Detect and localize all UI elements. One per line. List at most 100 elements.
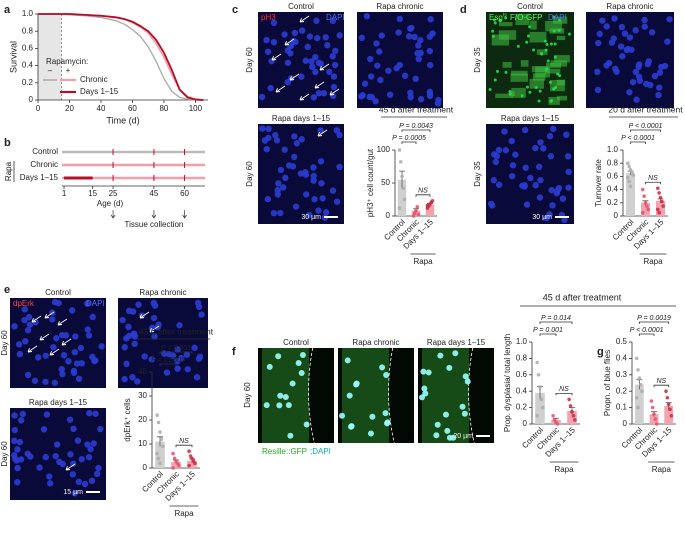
nucleus	[621, 30, 629, 37]
micrograph	[10, 298, 106, 388]
arrow	[275, 85, 286, 93]
nucleus	[84, 300, 91, 307]
row-label: Day 60	[0, 441, 9, 467]
y-tick-label: 0.1	[616, 403, 628, 412]
data-point	[425, 203, 430, 208]
nucleus	[131, 340, 138, 348]
nucleus	[285, 162, 293, 169]
nucleus	[318, 180, 325, 187]
image-title: Control	[45, 288, 71, 297]
channel-label: DAPI	[326, 13, 345, 22]
data-point	[567, 397, 571, 402]
nucleus	[359, 92, 366, 99]
nucleus	[69, 471, 77, 478]
nucleus	[595, 39, 602, 47]
nucleus	[651, 72, 659, 80]
bar	[656, 200, 665, 216]
micrograph	[486, 124, 574, 224]
y-tick-label: 1.0	[607, 145, 619, 154]
gfp-cell	[531, 66, 548, 73]
gfp-cell	[498, 22, 513, 27]
nucleus	[285, 402, 292, 409]
nucleus	[444, 427, 451, 434]
nucleus	[641, 23, 648, 30]
nucleus	[174, 358, 181, 365]
nucleus	[319, 195, 326, 202]
x-tick-label: 60	[128, 104, 137, 113]
data-point	[177, 463, 181, 468]
nucleus	[526, 34, 530, 38]
stat-bracket	[638, 333, 655, 336]
nucleus	[395, 29, 402, 36]
data-point	[158, 430, 162, 434]
stat-bracket	[159, 363, 177, 366]
nucleus	[656, 69, 664, 76]
nucleus	[632, 27, 639, 34]
nucleus	[87, 445, 94, 453]
nucleus	[412, 75, 419, 83]
channel-label: pH3	[261, 13, 276, 22]
nucleus	[298, 136, 305, 143]
nucleus	[501, 128, 508, 135]
data-point	[636, 405, 640, 410]
nucleus	[509, 162, 517, 169]
data-point	[657, 210, 661, 215]
nucleus	[558, 18, 562, 22]
gfp-cell	[510, 73, 528, 82]
stat-label: P = 0.001	[533, 327, 563, 334]
y-tick-label: 0.6	[22, 44, 34, 53]
gfp-cell	[544, 68, 561, 74]
nucleus	[287, 432, 294, 439]
nucleus	[151, 302, 159, 309]
nucleus	[92, 410, 99, 417]
nucleus	[174, 365, 181, 372]
nucleus	[326, 68, 333, 76]
gfp-cell	[546, 62, 562, 68]
image-title: Rapa days 1–15	[29, 398, 88, 407]
nucleus	[97, 425, 104, 433]
nucleus	[369, 413, 376, 420]
nucleus	[384, 419, 391, 426]
data-point	[398, 160, 403, 164]
scale-label: 20 µm	[453, 433, 473, 440]
x-tick-label: 20	[65, 104, 74, 113]
nucleus	[543, 39, 547, 43]
data-point	[155, 413, 159, 418]
nucleus	[461, 410, 468, 417]
legend-label: Chronic	[80, 75, 108, 84]
nucleus	[78, 360, 85, 367]
y-tick-label: 0.4	[22, 61, 34, 70]
bar	[187, 460, 197, 468]
data-point	[668, 407, 672, 412]
nucleus	[284, 59, 292, 66]
scale-label: 30 µm	[532, 214, 552, 221]
nucleus	[259, 125, 266, 132]
y-axis-label: Propn. of blue flies	[603, 350, 612, 416]
nucleus	[89, 313, 96, 321]
nucleus	[442, 411, 449, 418]
nucleus	[282, 174, 289, 182]
nucleus	[270, 209, 278, 217]
group-label: Rapa	[643, 257, 663, 266]
arrow	[49, 348, 60, 356]
image-title: Control	[283, 338, 309, 347]
image-title: Rapa chronic	[139, 288, 186, 297]
gfp-cell	[536, 49, 548, 55]
arrow	[149, 325, 160, 333]
nucleus	[193, 374, 201, 381]
nucleus	[376, 48, 383, 55]
micrograph	[10, 408, 106, 500]
data-point	[536, 373, 541, 377]
gfp-cell	[511, 87, 526, 98]
nucleus	[95, 464, 102, 472]
nucleus	[332, 47, 339, 55]
data-point	[650, 405, 655, 410]
y-axis-label: Survival	[8, 41, 18, 73]
stat-label: P = 0.0005	[151, 357, 185, 364]
nucleus	[320, 90, 328, 97]
nucleus	[65, 357, 72, 365]
data-point	[535, 360, 539, 365]
nucleus	[490, 177, 497, 184]
nucleus	[487, 200, 495, 208]
nucleus	[183, 351, 191, 358]
